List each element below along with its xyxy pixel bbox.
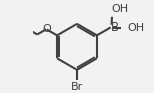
Text: OH: OH <box>111 4 128 14</box>
Text: B: B <box>111 21 119 34</box>
Text: O: O <box>42 24 51 34</box>
Text: Br: Br <box>71 82 83 92</box>
Text: OH: OH <box>128 23 145 33</box>
